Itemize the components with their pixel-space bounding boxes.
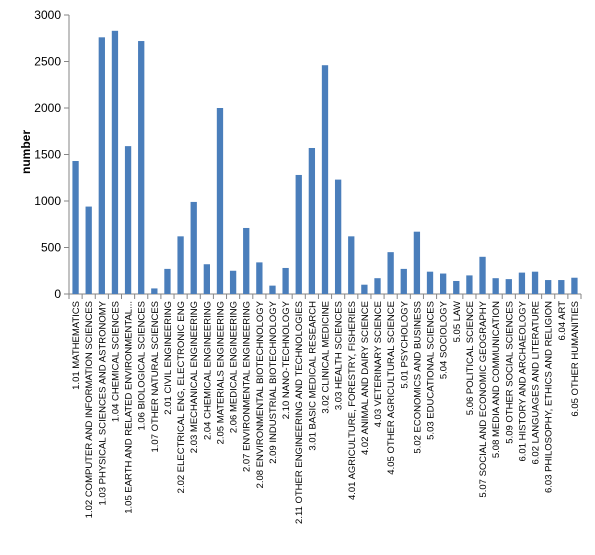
x-tick-label: 5.02 ECONOMICS AND BUSINESS — [412, 301, 423, 454]
x-tick-label: 2.04 CHEMICAL ENGINEERING — [202, 301, 213, 440]
bar — [164, 268, 171, 294]
x-tick-label: 3.01 BASIC MEDICAL RESEARCH — [307, 301, 318, 451]
x-tick-label: 2.07 ENVIRONMENTAL ENGINEERING — [242, 301, 253, 472]
bar — [440, 273, 447, 294]
x-tick-label: 5.03 EDUCATIONAL SCIENCES — [426, 301, 437, 440]
x-tick-labels: 1.01 MATHEMATICS 1.02 COMPUTER AND INFORM… — [71, 300, 581, 524]
bar — [151, 288, 158, 294]
x-tick-label: 1.06 BIOLOGICAL SCIENCES — [137, 301, 148, 431]
x-tick-label: 1.04 CHEMICAL SCIENCES — [110, 301, 121, 422]
x-tick-label: 2.01 CIVIL ENGINEERING — [163, 301, 174, 415]
bar — [334, 179, 342, 294]
x-tick-label: 6.01 HISTORY AND ARCHAEOLOGY — [517, 300, 528, 461]
bar — [295, 174, 302, 294]
bar — [111, 30, 119, 295]
bar — [256, 262, 263, 294]
bar — [361, 284, 368, 294]
bar — [177, 236, 184, 294]
bar — [85, 206, 92, 294]
bar — [531, 271, 539, 294]
x-tick-label: 6.04 ART — [557, 301, 568, 341]
x-tick-label: 4.02 ANIMAL AND DAIRY SCIENCE — [360, 301, 371, 455]
x-tick-label: 4.03 VETERINARY SCIENCE — [373, 301, 384, 427]
bar — [571, 277, 578, 294]
bar — [282, 267, 289, 294]
x-tick-label: 1.05 EARTH AND RELATED ENVIRONMENTAL... — [124, 301, 135, 514]
x-tick-label: 6.03 PHILOSOPHY, ETHICS AND RELIGION — [544, 301, 555, 493]
bar — [453, 280, 460, 294]
x-tick-label: 1.07 OTHER NATURAL SCIENCES — [150, 301, 161, 453]
bar — [321, 65, 329, 294]
y-tick-label: 2000 — [34, 101, 61, 115]
bar — [492, 278, 499, 294]
x-tick-label: 1.01 MATHEMATICS — [71, 301, 82, 390]
x-tick-label: 2.05 MATERIALS ENGINEERING — [215, 301, 226, 444]
x-tick-label: 2.09 INDUSTRIAL BIOTECHNOLOGY — [268, 300, 279, 463]
bar — [243, 227, 250, 294]
x-tick-label: 4.01 AGRICULTURE, FORESTRY, FISHERIES — [347, 301, 358, 500]
bar — [190, 201, 197, 294]
x-tick-label: 4.05 OTHER AGRICULTURAL SCIENCE — [386, 301, 397, 475]
x-tick-label: 2.02 ELECTRICAL ENG, ELECTRONIC ENG — [176, 301, 187, 493]
x-tick-label: 5.01 PSYCHOLOGY — [399, 300, 410, 388]
bar — [374, 278, 381, 294]
x-tick-label: 5.09 OTHER SOCIAL SCIENCES — [504, 301, 515, 444]
x-tick-label: 2.11 OTHER ENGINEERING AND TECHNOLOGIES — [294, 301, 305, 524]
bar — [216, 108, 224, 294]
x-tick-label: 5.07 SOCIAL AND ECONOMIC GEOGRAPHY — [478, 300, 489, 497]
y-axis: 0 500 1000 1500 2000 2500 3000 — [34, 8, 70, 301]
y-tick-label: 2500 — [34, 55, 61, 69]
y-tick-label: 500 — [41, 241, 61, 255]
bar — [518, 272, 526, 294]
bar — [466, 275, 473, 294]
x-tick-label: 2.08 ENVIRONMENTAL BIOTECHNOLOGY — [255, 300, 266, 488]
x-tick-label: 5.06 POLITICAL SCIENCE — [465, 301, 476, 415]
bar — [400, 268, 407, 294]
x-tick-label: 3.02 CLINICAL MEDICINE — [321, 301, 332, 414]
x-tick-label: 5.04 SOCIOLOGY — [439, 300, 450, 379]
y-tick-label: 3000 — [34, 8, 61, 22]
bar — [72, 161, 79, 294]
bar — [203, 264, 210, 294]
x-axis — [68, 293, 582, 299]
y-tick-label: 1000 — [34, 194, 61, 208]
bar — [387, 252, 394, 294]
x-tick-label: 2.03 MECHANICAL ENGINEERING — [189, 301, 200, 453]
x-tick-label: 2.06 MEDICAL ENGINEERING — [229, 301, 240, 433]
x-tick-label: 6.02 LANGUAGES AND LITERATURE — [531, 301, 542, 465]
bar — [98, 37, 105, 294]
y-tick-label: 0 — [54, 287, 61, 301]
y-tick-label: 1500 — [34, 148, 61, 162]
bar — [426, 271, 434, 294]
bar — [558, 280, 565, 294]
bar — [308, 147, 316, 294]
x-tick-label: 3.03 HEALTH SCIENCES — [334, 301, 345, 410]
x-tick-label: 2.10 NANO-TECHNOLOGY — [281, 300, 292, 419]
bar — [545, 280, 552, 294]
y-axis-title: number — [19, 130, 33, 174]
bar — [229, 270, 237, 294]
bar-series — [72, 30, 578, 295]
x-tick-label: 1.02 COMPUTER AND INFORMATION SCIENCES — [84, 301, 95, 518]
x-tick-label: 6.05 OTHER HUMANITIES — [570, 301, 581, 417]
x-tick-label: 5.05 LAW — [452, 301, 463, 342]
bar — [348, 236, 355, 294]
x-tick-label: 5.08 MEDIA AND COMMUNICATION — [491, 301, 502, 458]
bar — [138, 41, 145, 294]
bar — [124, 146, 132, 294]
bar — [479, 256, 486, 294]
bar — [269, 285, 276, 294]
bar — [505, 279, 512, 294]
bar — [413, 231, 421, 294]
x-tick-label: 1.03 PHYSICAL SCIENCES AND ASTRONOMY — [97, 300, 108, 505]
